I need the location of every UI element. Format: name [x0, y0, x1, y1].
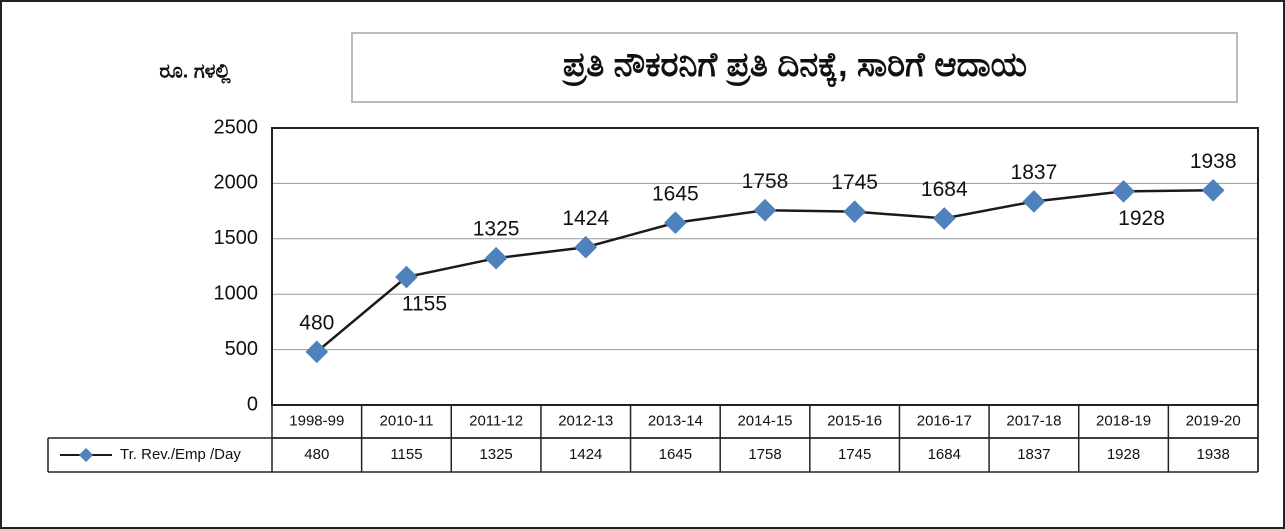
y-tick-label: 0 — [247, 393, 258, 415]
x-tick-label: 2012-13 — [558, 412, 613, 429]
data-label: 1758 — [742, 170, 789, 193]
table-value: 1745 — [838, 446, 871, 463]
table-value: 1684 — [928, 446, 961, 463]
title-box — [351, 32, 1238, 103]
table-value: 1837 — [1017, 446, 1050, 463]
y-axis-label: ರೂ. ಗಳಲ್ಲಿ — [159, 60, 231, 84]
data-label: 1684 — [921, 178, 968, 201]
data-label: 1645 — [652, 182, 699, 205]
x-tick-label: 2011-12 — [469, 412, 523, 429]
table-value: 1325 — [479, 446, 512, 463]
y-tick-label: 2500 — [214, 116, 259, 138]
x-tick-label: 2019-20 — [1186, 412, 1241, 429]
data-label: 480 — [299, 311, 334, 334]
legend-label: Tr. Rev./Emp /Day — [120, 446, 241, 463]
data-label: 1424 — [562, 207, 609, 230]
table-value: 480 — [304, 446, 329, 463]
data-point — [305, 340, 329, 364]
data-label: 1938 — [1190, 150, 1237, 173]
x-tick-label: 2010-11 — [379, 412, 433, 429]
data-label: 1325 — [473, 218, 520, 241]
chart-title: ಪ್ರತಿ ನೌಕರನಿಗೆ ಪ್ರತಿ ದಿನಕ್ಕೆ, ಸಾರಿಗೆ ಆದಾ… — [561, 46, 1027, 88]
table-value: 1645 — [659, 446, 692, 463]
table-value: 1155 — [390, 446, 422, 463]
table-value: 1938 — [1196, 446, 1229, 463]
x-tick-label: 2015-16 — [827, 412, 882, 429]
x-tick-label: 2017-18 — [1006, 412, 1061, 429]
plot-border — [271, 127, 1259, 406]
y-tick-label: 1000 — [214, 282, 259, 304]
x-tick-label: 2013-14 — [648, 412, 703, 429]
data-label: 1928 — [1118, 207, 1165, 230]
x-tick-label: 2014-15 — [737, 412, 792, 429]
x-tick-label: 1998-99 — [289, 412, 344, 429]
legend-marker — [78, 447, 94, 463]
y-tick-label: 500 — [225, 338, 258, 360]
x-tick-label: 2018-19 — [1096, 412, 1151, 429]
y-tick-label: 1500 — [214, 227, 259, 249]
table-value: 1424 — [569, 446, 602, 463]
data-label: 1745 — [831, 171, 878, 194]
data-label: 1155 — [402, 293, 447, 316]
data-point — [395, 265, 418, 289]
x-tick-label: 2016-17 — [917, 412, 972, 429]
table-value: 1928 — [1107, 446, 1140, 463]
y-tick-label: 2000 — [214, 172, 259, 194]
table-value: 1758 — [748, 446, 781, 463]
data-label: 1837 — [1011, 161, 1058, 184]
